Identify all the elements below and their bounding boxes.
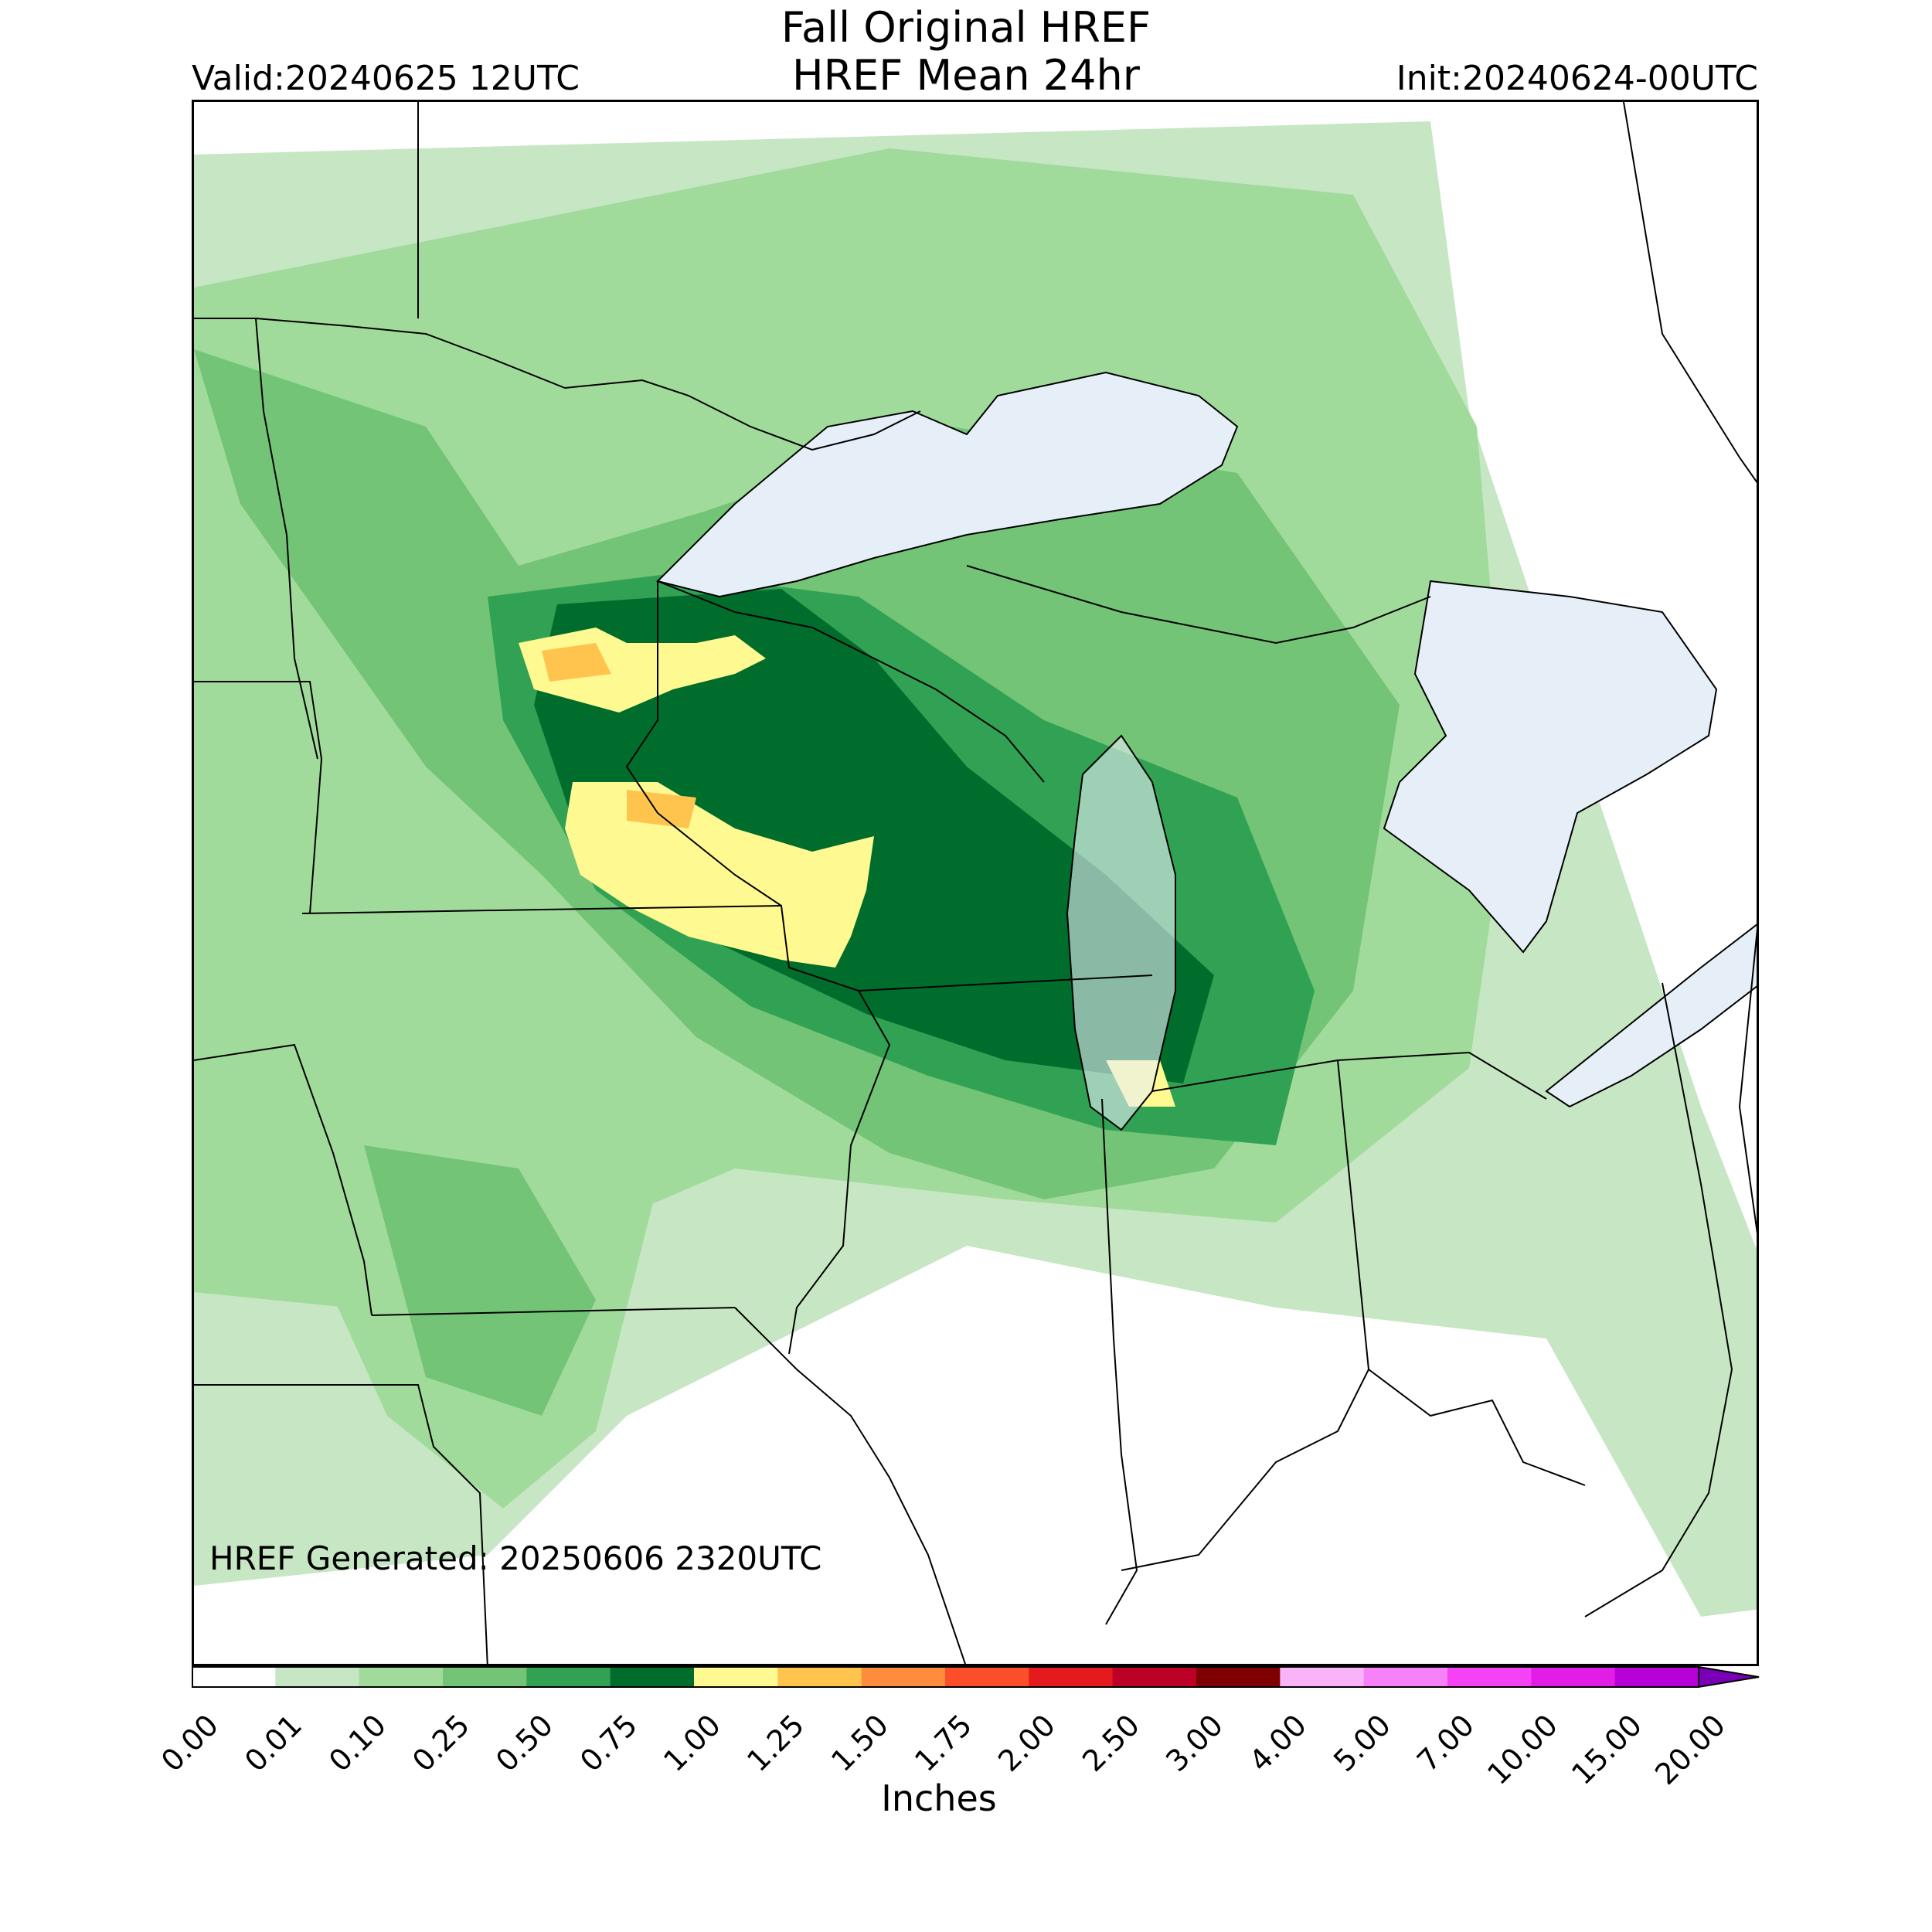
colorbar-segment bbox=[526, 1667, 611, 1687]
lake-michigan bbox=[1066, 734, 1176, 1131]
colorbar-segment bbox=[443, 1667, 527, 1687]
map-title: Fall Original HREF bbox=[781, 3, 1151, 52]
colorbar-segment bbox=[192, 1667, 276, 1687]
colorbar-tick-label: 1.25 bbox=[740, 1708, 811, 1778]
precipitation-map: HREF Generated: 20250606 2320UTC bbox=[192, 100, 1759, 1666]
colorbar-tick-label: 7.00 bbox=[1410, 1708, 1481, 1778]
border-wi-il bbox=[858, 975, 1153, 992]
border-canada-east bbox=[966, 565, 1431, 645]
precip-1.25-b bbox=[627, 790, 696, 828]
colorbar-segment bbox=[861, 1667, 946, 1687]
border-sd-ia bbox=[194, 681, 323, 914]
border-oh-ky bbox=[1368, 1369, 1586, 1486]
border-canada-mn bbox=[194, 318, 921, 451]
border-in-oh bbox=[1337, 1060, 1369, 1370]
border-wi-mn bbox=[625, 581, 859, 992]
colorbar-segment bbox=[1280, 1667, 1365, 1687]
colorbar-tick-label: 0.10 bbox=[321, 1708, 393, 1778]
border-pa-oh bbox=[1662, 982, 1733, 1370]
colorbar-segment bbox=[1447, 1667, 1532, 1687]
precip-1.00-central bbox=[565, 782, 874, 968]
colorbar-segment bbox=[1112, 1667, 1197, 1687]
colorbar-segment bbox=[1614, 1667, 1699, 1687]
init-time: Init:20240624-00UTC bbox=[1396, 59, 1758, 98]
colorbar-segment bbox=[359, 1667, 444, 1687]
border-mn-ia bbox=[301, 905, 782, 914]
colorbar-segment bbox=[610, 1667, 695, 1687]
border-on-qc bbox=[1623, 102, 1757, 484]
colorbar-tick-label: 0.75 bbox=[573, 1708, 644, 1778]
colorbar-tick-label: 0.01 bbox=[238, 1708, 309, 1778]
generated-timestamp: HREF Generated: 20250606 2320UTC bbox=[209, 1539, 822, 1577]
colorbar-segment bbox=[275, 1667, 360, 1687]
colorbar-extend-arrow bbox=[1698, 1665, 1760, 1689]
colorbar-tick-label: 1.75 bbox=[908, 1708, 979, 1778]
colorbar-segment bbox=[777, 1667, 862, 1687]
border-il-in bbox=[1101, 1098, 1138, 1625]
colorbar-tick-label: 4.00 bbox=[1243, 1708, 1314, 1778]
border-ia-il-river bbox=[788, 990, 891, 1355]
colorbar bbox=[192, 1665, 1760, 1689]
colorbar-outline bbox=[192, 1666, 1699, 1688]
colorbar-tick-label: 0.25 bbox=[406, 1708, 477, 1778]
border-in-ky bbox=[1121, 1369, 1369, 1571]
border-ne-ia bbox=[194, 1043, 372, 1316]
border-oh-wv bbox=[1584, 1369, 1733, 1617]
lake-erie bbox=[1545, 923, 1757, 1108]
colorbar-units: Inches bbox=[881, 1777, 997, 1819]
border-mi-wi bbox=[657, 580, 1045, 783]
lake-superior bbox=[656, 371, 1239, 598]
colorbar-tick-label: 1.00 bbox=[657, 1708, 728, 1778]
map-canvas bbox=[194, 102, 1757, 1664]
valid-time: Valid:20240625 12UTC bbox=[192, 59, 580, 98]
colorbar-tick-label: 3.00 bbox=[1159, 1708, 1230, 1778]
border-ne-ks bbox=[194, 1384, 488, 1664]
colorbar-tick-label: 5.00 bbox=[1326, 1708, 1397, 1778]
border-ia-mo bbox=[371, 1307, 736, 1316]
precip-0.25-sw bbox=[364, 1145, 596, 1416]
lake-huron bbox=[1383, 580, 1718, 954]
colorbar-segment bbox=[694, 1667, 778, 1687]
precip-1.25-a bbox=[542, 643, 611, 682]
colorbar-tick-label: 1.50 bbox=[824, 1708, 895, 1778]
colorbar-tick-label: 2.50 bbox=[1075, 1708, 1146, 1778]
map-subtitle: HREF Mean 24hr bbox=[792, 51, 1140, 100]
great-lakes bbox=[656, 371, 1757, 1131]
border-il-mo bbox=[734, 1307, 967, 1664]
colorbar-segment bbox=[1029, 1667, 1114, 1687]
border-nd-mn bbox=[255, 318, 318, 760]
political-borders bbox=[194, 102, 1757, 1664]
colorbar-segment bbox=[945, 1667, 1029, 1687]
border-pa-ny bbox=[1738, 928, 1757, 1234]
colorbar-segment bbox=[1531, 1667, 1616, 1687]
colorbar-tick-label: 0.00 bbox=[155, 1708, 226, 1778]
border-mi-oh bbox=[1151, 1051, 1547, 1100]
colorbar-segment bbox=[1196, 1667, 1281, 1687]
colorbar-tick-label: 0.50 bbox=[489, 1708, 560, 1778]
colorbar-tick-label: 2.00 bbox=[992, 1708, 1063, 1778]
colorbar-segment bbox=[1363, 1667, 1448, 1687]
